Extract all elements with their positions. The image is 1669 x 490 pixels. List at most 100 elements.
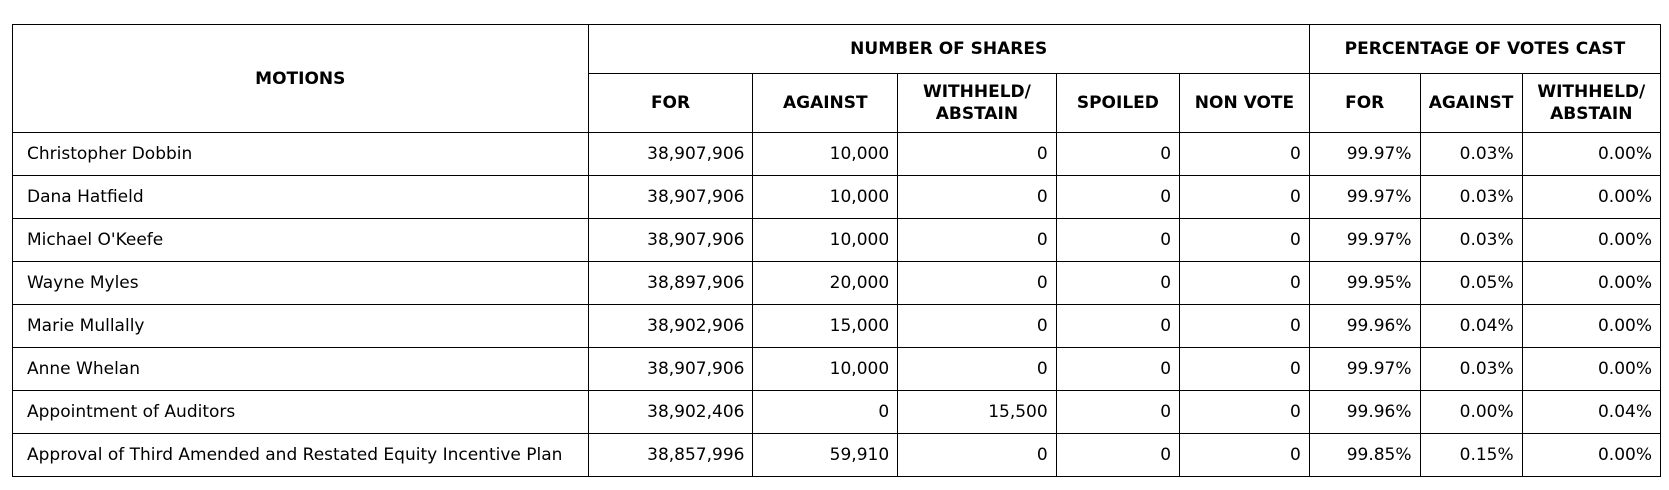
pct-withheld-cell: 0.00%: [1521, 261, 1662, 305]
pct-withheld-cell: 0.00%: [1521, 218, 1662, 262]
table-row: Dana Hatfield 38,907,906 10,000 0 0 0 99…: [12, 175, 1662, 219]
motion-cell: Wayne Myles: [12, 261, 589, 305]
shares-non-vote-cell: 0: [1179, 132, 1310, 176]
shares-spoiled-cell: 0: [1055, 433, 1181, 477]
pct-for-cell: 99.96%: [1308, 304, 1421, 348]
pct-withheld-header-line2: ABSTAIN: [1550, 104, 1633, 124]
shares-for-cell: 38,907,906: [587, 347, 754, 391]
shares-for-cell: 38,897,906: [587, 261, 754, 305]
shares-non-vote-cell: 0: [1179, 347, 1310, 391]
pct-for-cell: 99.85%: [1308, 433, 1421, 477]
shares-for-cell: 38,902,406: [587, 390, 754, 434]
table-row: Marie Mullally 38,902,906 15,000 0 0 0 9…: [12, 304, 1662, 348]
pct-withheld-cell: 0.04%: [1521, 390, 1662, 434]
shares-against-cell: 15,000: [752, 304, 899, 348]
number-of-shares-header: NUMBER OF SHARES: [587, 24, 1310, 74]
voting-results-table: MOTIONS NUMBER OF SHARES PERCENTAGE OF V…: [12, 24, 1662, 477]
shares-against-cell: 10,000: [752, 175, 899, 219]
motion-cell: Michael O'Keefe: [12, 218, 589, 262]
shares-withheld-header: WITHHELD/ ABSTAIN: [897, 73, 1057, 133]
pct-against-cell: 0.03%: [1419, 175, 1523, 219]
shares-spoiled-cell: 0: [1055, 132, 1181, 176]
shares-non-vote-cell: 0: [1179, 175, 1310, 219]
shares-non-vote-cell: 0: [1179, 433, 1310, 477]
shares-spoiled-cell: 0: [1055, 218, 1181, 262]
table-row: Anne Whelan 38,907,906 10,000 0 0 0 99.9…: [12, 347, 1662, 391]
shares-non-vote-cell: 0: [1179, 304, 1310, 348]
shares-withheld-cell: 0: [897, 132, 1057, 176]
pct-for-cell: 99.97%: [1308, 218, 1421, 262]
motion-cell: Anne Whelan: [12, 347, 589, 391]
shares-for-cell: 38,902,906: [587, 304, 754, 348]
pct-for-header: FOR: [1308, 73, 1421, 133]
shares-withheld-cell: 15,500: [897, 390, 1057, 434]
table-row: Approval of Third Amended and Restated E…: [12, 433, 1662, 477]
table-row: Christopher Dobbin 38,907,906 10,000 0 0…: [12, 132, 1662, 176]
shares-for-cell: 38,907,906: [587, 132, 754, 176]
pct-withheld-cell: 0.00%: [1521, 433, 1662, 477]
shares-for-cell: 38,907,906: [587, 175, 754, 219]
shares-for-cell: 38,907,906: [587, 218, 754, 262]
pct-for-cell: 99.95%: [1308, 261, 1421, 305]
shares-against-cell: 0: [752, 390, 899, 434]
shares-withheld-cell: 0: [897, 304, 1057, 348]
pct-against-cell: 0.03%: [1419, 347, 1523, 391]
table-row: Michael O'Keefe 38,907,906 10,000 0 0 0 …: [12, 218, 1662, 262]
pct-for-cell: 99.97%: [1308, 175, 1421, 219]
header-sub-row: FOR AGAINST WITHHELD/ ABSTAIN SPOILED NO…: [13, 73, 1662, 133]
table-header: MOTIONS NUMBER OF SHARES PERCENTAGE OF V…: [12, 24, 1662, 133]
shares-for-cell: 38,857,996: [587, 433, 754, 477]
shares-withheld-header-line1: WITHHELD/: [922, 82, 1031, 102]
pct-withheld-cell: 0.00%: [1521, 132, 1662, 176]
percentage-of-votes-cast-header: PERCENTAGE OF VOTES CAST: [1308, 24, 1662, 74]
pct-for-cell: 99.97%: [1308, 347, 1421, 391]
pct-for-cell: 99.97%: [1308, 132, 1421, 176]
shares-spoiled-cell: 0: [1055, 347, 1181, 391]
pct-withheld-cell: 0.00%: [1521, 175, 1662, 219]
pct-withheld-cell: 0.00%: [1521, 347, 1662, 391]
shares-non-vote-cell: 0: [1179, 390, 1310, 434]
shares-spoiled-cell: 0: [1055, 304, 1181, 348]
shares-against-cell: 59,910: [752, 433, 899, 477]
motion-cell: Approval of Third Amended and Restated E…: [12, 433, 589, 477]
motion-cell: Christopher Dobbin: [12, 132, 589, 176]
motion-cell: Appointment of Auditors: [12, 390, 589, 434]
header-group-row: MOTIONS NUMBER OF SHARES PERCENTAGE OF V…: [12, 24, 1662, 133]
shares-non-vote-cell: 0: [1179, 261, 1310, 305]
shares-spoiled-cell: 0: [1055, 261, 1181, 305]
shares-against-cell: 10,000: [752, 132, 899, 176]
shares-non-vote-cell: 0: [1179, 218, 1310, 262]
shares-withheld-cell: 0: [897, 347, 1057, 391]
table-row: Wayne Myles 38,897,906 20,000 0 0 0 99.9…: [12, 261, 1662, 305]
pct-against-cell: 0.15%: [1419, 433, 1523, 477]
pct-against-cell: 0.05%: [1419, 261, 1523, 305]
pct-against-header: AGAINST: [1419, 73, 1523, 133]
pct-for-cell: 99.96%: [1308, 390, 1421, 434]
shares-against-header: AGAINST: [752, 73, 899, 133]
pct-against-cell: 0.00%: [1419, 390, 1523, 434]
shares-against-cell: 10,000: [752, 218, 899, 262]
table-body: Christopher Dobbin 38,907,906 10,000 0 0…: [12, 132, 1662, 477]
pct-against-cell: 0.04%: [1419, 304, 1523, 348]
shares-spoiled-cell: 0: [1055, 390, 1181, 434]
shares-withheld-cell: 0: [897, 175, 1057, 219]
pct-withheld-header-line1: WITHHELD/: [1537, 82, 1646, 102]
motions-header: MOTIONS: [12, 24, 589, 133]
shares-spoiled-header: SPOILED: [1055, 73, 1181, 133]
motion-cell: Dana Hatfield: [12, 175, 589, 219]
shares-withheld-cell: 0: [897, 218, 1057, 262]
shares-against-cell: 10,000: [752, 347, 899, 391]
pct-withheld-header: WITHHELD/ ABSTAIN: [1521, 73, 1662, 133]
table-row: Appointment of Auditors 38,902,406 0 15,…: [12, 390, 1662, 434]
shares-non-vote-header: NON VOTE: [1179, 73, 1310, 133]
shares-against-cell: 20,000: [752, 261, 899, 305]
pct-withheld-cell: 0.00%: [1521, 304, 1662, 348]
motion-cell: Marie Mullally: [12, 304, 589, 348]
shares-withheld-cell: 0: [897, 261, 1057, 305]
shares-for-header: FOR: [587, 73, 754, 133]
shares-withheld-header-line2: ABSTAIN: [935, 104, 1019, 124]
shares-withheld-cell: 0: [897, 433, 1057, 477]
shares-spoiled-cell: 0: [1055, 175, 1181, 219]
pct-against-cell: 0.03%: [1419, 218, 1523, 262]
pct-against-cell: 0.03%: [1419, 132, 1523, 176]
